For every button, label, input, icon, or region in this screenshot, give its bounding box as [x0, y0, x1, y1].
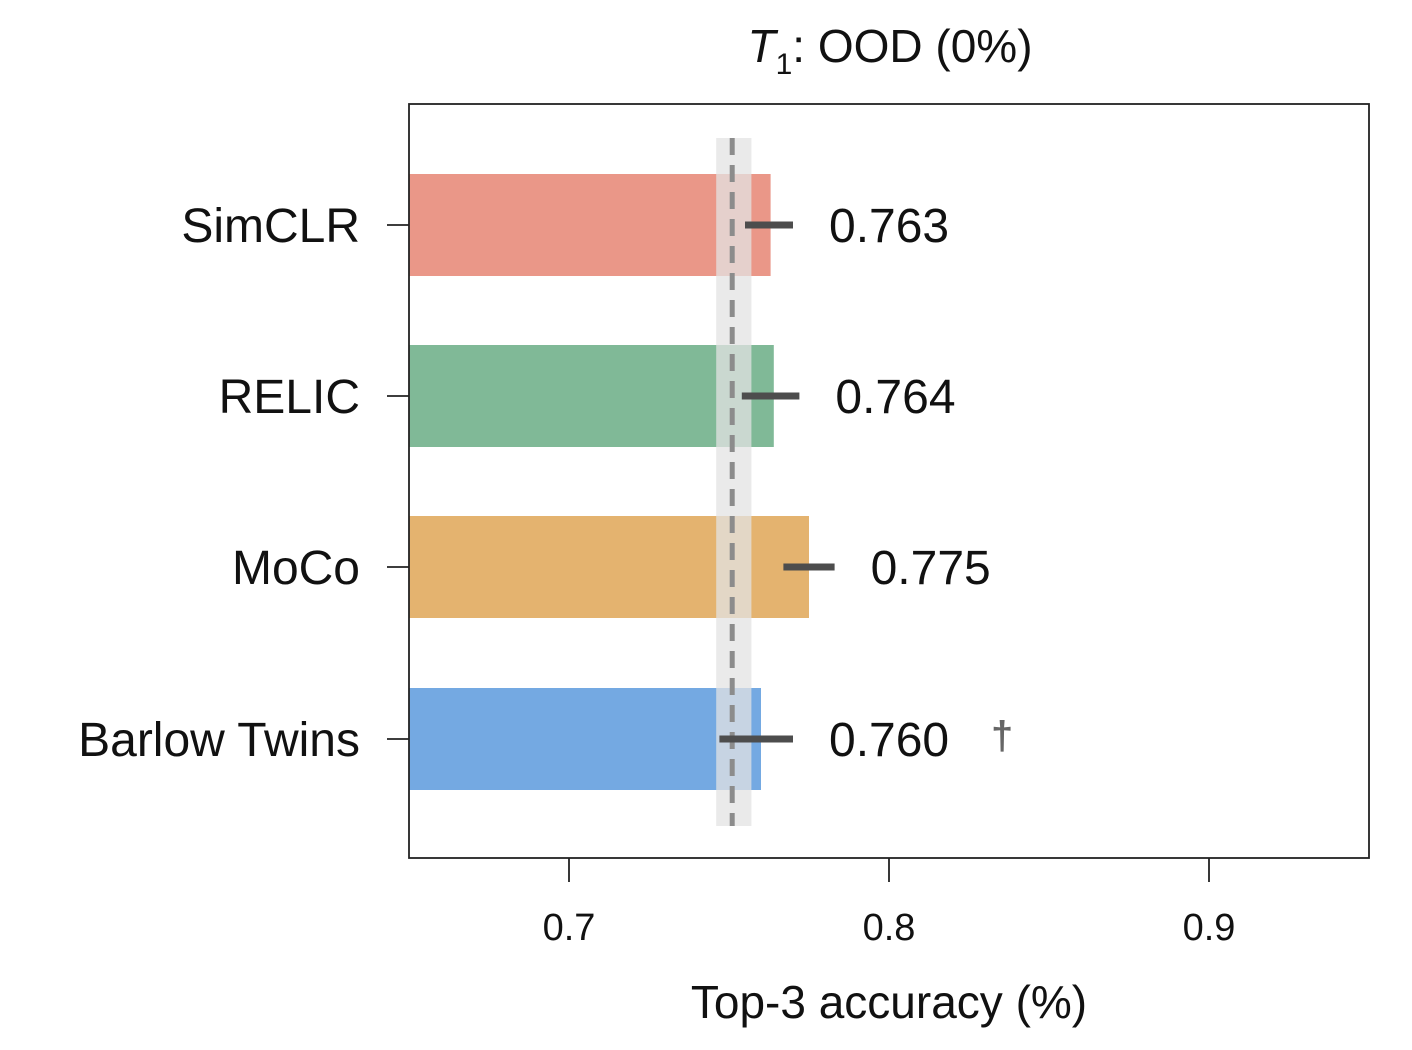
category-label-barlow-twins: Barlow Twins — [78, 714, 360, 767]
category-label-relic: RELIC — [219, 371, 360, 424]
category-label-simclr: SimCLR — [181, 200, 360, 253]
y-axis: SimCLR RELIC MoCo Barlow Twins — [78, 200, 409, 767]
x-axis-title: Top-3 accuracy (%) — [691, 976, 1087, 1028]
annotation-dagger: † — [991, 714, 1013, 758]
x-tick-label: 0.7 — [543, 907, 596, 949]
value-label-barlow-twins: 0.760 — [829, 714, 949, 767]
value-label-moco: 0.775 — [871, 542, 991, 595]
value-label-simclr: 0.763 — [829, 200, 949, 253]
bar-barlow-twins — [409, 688, 761, 790]
category-label-moco: MoCo — [232, 542, 360, 595]
plot-area: 0.763 0.764 0.775 0.760 † — [409, 138, 1013, 826]
x-axis: 0.7 0.8 0.9 — [543, 858, 1236, 949]
value-label-relic: 0.764 — [835, 371, 955, 424]
title-rest: : OOD (0%) — [792, 20, 1032, 72]
x-tick-label: 0.9 — [1183, 907, 1236, 949]
baseline-band — [716, 138, 752, 826]
bar-relic — [409, 345, 774, 447]
bar-simclr — [409, 174, 771, 276]
chart-title: T1: OOD (0%) — [747, 20, 1032, 81]
title-sub: 1 — [776, 48, 793, 81]
title-var: T — [747, 20, 778, 72]
x-tick-label: 0.8 — [863, 907, 916, 949]
